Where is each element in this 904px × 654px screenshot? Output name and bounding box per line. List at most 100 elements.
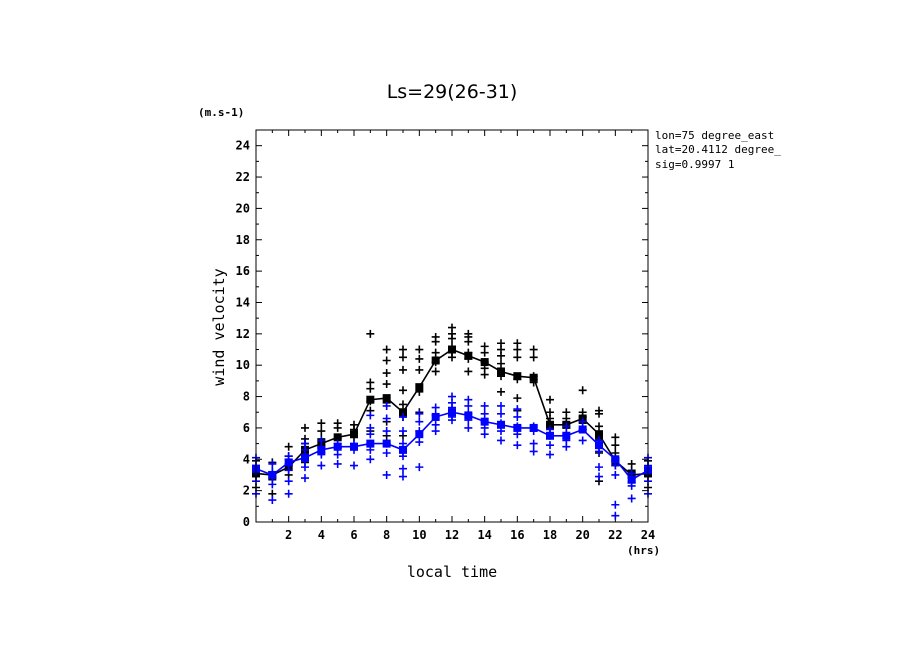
sample-point-cross: [480, 342, 489, 351]
sample-point-cross: [529, 345, 538, 354]
mean-point-square: [546, 420, 554, 429]
sample-point-cross: [431, 332, 440, 341]
x-tick-label: 2: [285, 528, 292, 542]
sample-point-cross: [382, 414, 391, 423]
mean-point-square: [627, 475, 636, 484]
sample-point-cross: [317, 419, 326, 428]
sample-point-cross: [611, 470, 620, 479]
sample-point-cross: [301, 463, 309, 472]
sample-point-cross: [415, 354, 424, 363]
mean-point-square: [431, 356, 440, 365]
mean-point-square: [480, 417, 489, 426]
sample-point-cross: [382, 380, 391, 389]
mean-point-square: [350, 430, 358, 439]
sample-point-cross: [611, 511, 620, 520]
sample-point-cross: [350, 461, 358, 470]
mean-point-square: [546, 431, 554, 440]
sample-point-cross: [513, 405, 522, 414]
sample-point-cross: [399, 365, 407, 374]
sample-point-cross: [382, 356, 391, 365]
sample-point-cross: [268, 459, 277, 468]
sample-point-cross: [513, 412, 522, 421]
sample-point-cross: [480, 409, 489, 418]
sample-point-cross: [546, 408, 554, 417]
y-tick-label: 0: [243, 515, 250, 529]
y-tick-label: 22: [236, 170, 250, 184]
sample-point-cross: [268, 496, 277, 505]
mean-point-square: [431, 412, 440, 421]
sample-point-cross: [627, 494, 636, 503]
sample-point-cross: [497, 436, 505, 445]
sample-point-cross: [578, 417, 587, 426]
sample-point-cross: [399, 345, 407, 354]
sample-point-cross: [562, 422, 571, 431]
sample-point-cross: [546, 441, 554, 450]
sample-point-cross: [464, 329, 473, 338]
mean-point-square: [611, 455, 620, 464]
mean-point-square: [333, 442, 342, 451]
sample-point-cross: [366, 378, 375, 387]
sample-point-cross: [382, 345, 391, 354]
sample-point-cross: [611, 500, 620, 509]
sample-point-cross: [464, 367, 473, 376]
sample-point-cross: [366, 329, 375, 338]
sample-point-cross: [448, 392, 456, 401]
sample-point-cross: [399, 353, 407, 362]
sample-point-cross: [431, 403, 440, 412]
y-tick-label: 24: [236, 139, 250, 153]
mean-point-square: [529, 423, 538, 432]
plot-frame: [255, 129, 649, 523]
sample-point-cross: [611, 441, 620, 450]
info-lat: lat=20.4112 degree_: [655, 143, 781, 156]
sample-point-cross: [284, 489, 293, 498]
x-tick-label: 22: [608, 528, 622, 542]
sample-point-cross: [497, 339, 505, 348]
x-tick-label: 20: [575, 528, 589, 542]
y-tick-label: 8: [243, 390, 250, 404]
y-tick-label: 20: [236, 201, 250, 215]
sample-point-cross: [301, 423, 309, 432]
mean-point-square: [497, 367, 505, 376]
mean-point-square: [464, 411, 473, 420]
sample-point-cross: [448, 323, 456, 332]
mean-point-square: [464, 351, 473, 360]
sample-point-cross: [301, 439, 309, 448]
sample-point-cross: [480, 401, 489, 410]
x-tick-label: 16: [510, 528, 524, 542]
sample-point-cross: [497, 409, 505, 418]
mean-point-square: [333, 433, 342, 442]
sample-point-cross: [415, 365, 424, 374]
sample-point-cross: [399, 412, 407, 421]
x-tick-label: 12: [445, 528, 459, 542]
sample-point-cross: [399, 386, 407, 395]
mean-point-square: [317, 445, 326, 454]
sample-point-cross: [546, 450, 554, 459]
sample-point-cross: [399, 427, 407, 436]
mean-point-square: [448, 408, 456, 417]
sample-point-cross: [366, 423, 375, 432]
sample-point-cross: [611, 433, 620, 442]
mean-point-square: [366, 395, 375, 404]
mean-point-square: [268, 470, 277, 479]
sample-point-cross: [497, 401, 505, 410]
sample-point-cross: [513, 394, 522, 403]
sample-point-cross: [284, 442, 293, 451]
sample-point-cross: [497, 387, 505, 396]
x-tick-label: 10: [412, 528, 426, 542]
sample-point-cross: [382, 401, 391, 410]
x-tick-label: 18: [543, 528, 557, 542]
sample-point-cross: [415, 438, 424, 447]
x-tick-label: 14: [477, 528, 491, 542]
sample-point-cross: [562, 408, 571, 417]
info-lon: lon=75 degree_east: [655, 129, 774, 142]
info-sig: sig=0.9997 1: [655, 158, 734, 171]
y-tick-label: 14: [236, 295, 250, 309]
sample-point-cross: [399, 472, 407, 481]
sample-point-cross: [382, 470, 391, 479]
sample-point-cross: [431, 348, 440, 357]
mean-point-square: [382, 394, 391, 403]
y-tick-label: 6: [243, 421, 250, 435]
sample-point-cross: [513, 441, 522, 450]
sample-point-cross: [595, 422, 603, 431]
